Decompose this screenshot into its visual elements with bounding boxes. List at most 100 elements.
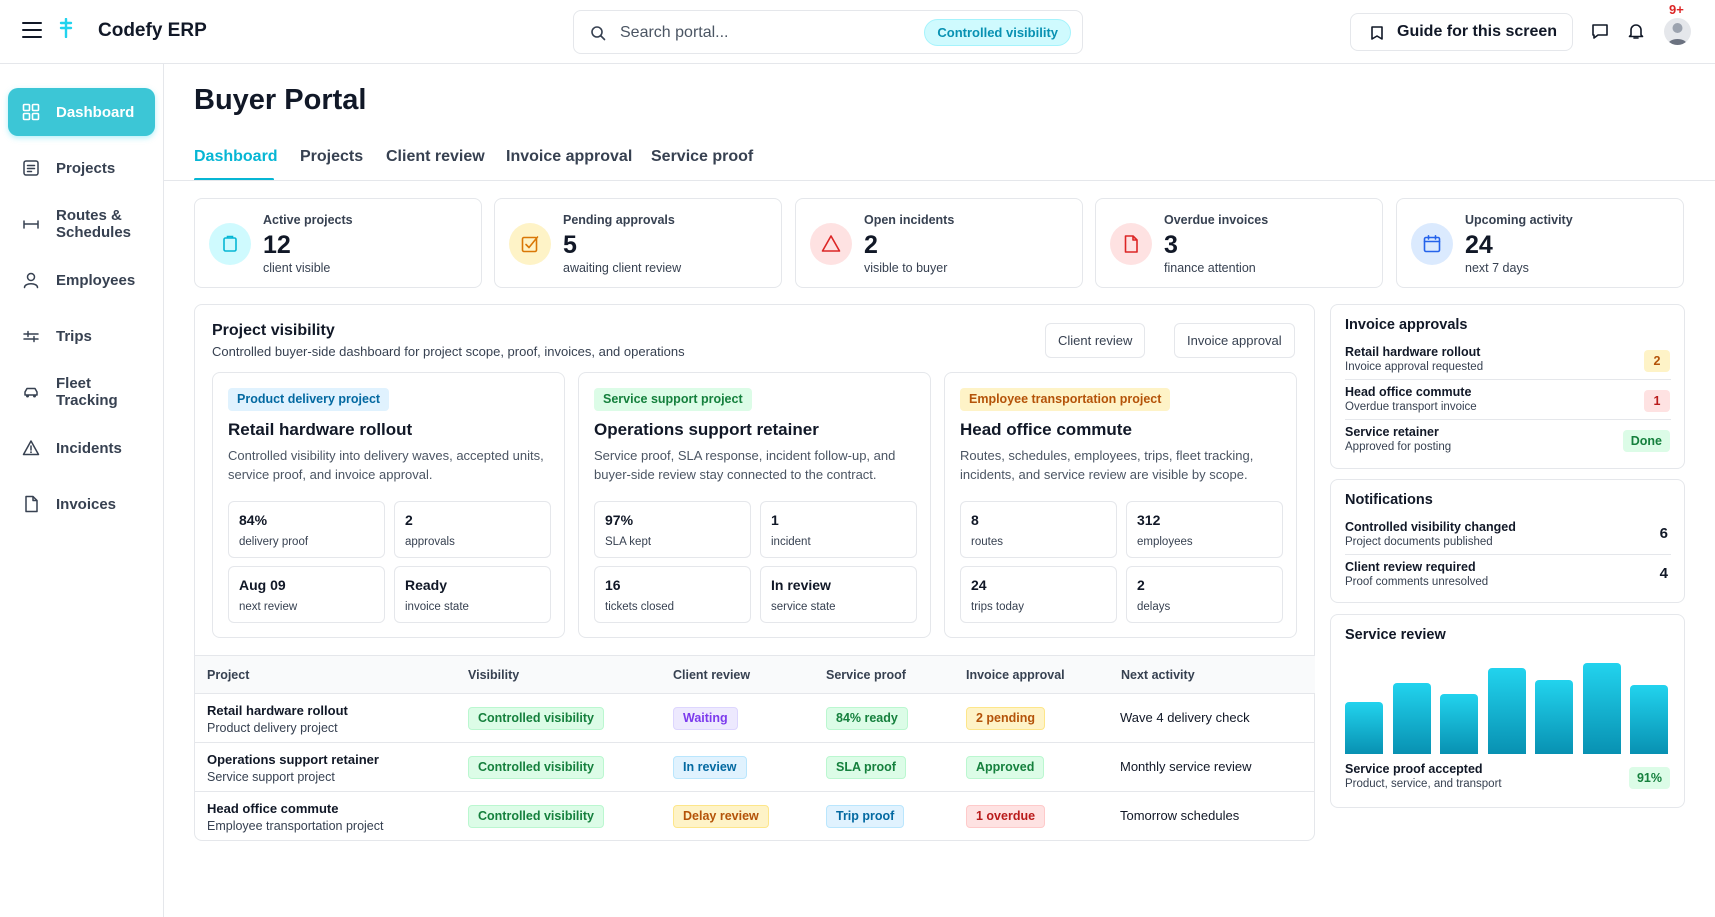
divider (1345, 554, 1671, 555)
project-card-description: Service proof, SLA response, incident fo… (594, 448, 896, 482)
user-icon (23, 272, 39, 289)
column-header: Invoice approval (966, 668, 1065, 682)
kpi-card-pending-approvals[interactable]: Pending approvals 5 awaiting client revi… (494, 198, 782, 288)
table-row[interactable]: Retail hardware rollout Product delivery… (195, 694, 1315, 743)
metric-label: approvals (405, 536, 455, 548)
visibility-badge: Controlled visibility (468, 756, 604, 779)
kpi-card-active-projects[interactable]: Active projects 12 client visible (194, 198, 482, 288)
metric-value: 24 (971, 577, 987, 593)
metric-tile: 2 approvals (394, 501, 551, 558)
project-type: Employee transportation project (207, 819, 384, 833)
sidebar-item-dashboard[interactable]: Dashboard (8, 88, 155, 136)
list-item[interactable]: Retail hardware rollout Invoice approval… (1345, 345, 1670, 385)
table-header: Project Visibility Client review Service… (195, 655, 1315, 694)
sidebar-item-trips[interactable]: Trips (8, 312, 155, 360)
metric-value: 8 (971, 512, 979, 528)
sidebar-item-label: Projects (56, 160, 116, 177)
chart-bar (1630, 685, 1668, 754)
kpi-card-upcoming-activity[interactable]: Upcoming activity 24 next 7 days (1396, 198, 1684, 288)
tab-invoice-approval[interactable]: Invoice approval (506, 148, 633, 165)
list-item[interactable]: Client review required Proof comments un… (1345, 560, 1670, 600)
item-name: Service retainer (1345, 425, 1439, 439)
metric-value: 2 (405, 512, 413, 528)
file-icon (1124, 235, 1138, 253)
list-item[interactable]: Service retainer Approved for posting Do… (1345, 425, 1670, 465)
project-card-operations[interactable]: Service support project Operations suppo… (578, 372, 931, 638)
kpi-icon-circle (209, 223, 251, 265)
client-review-badge: Waiting (673, 707, 738, 730)
sidebar-item-label: Incidents (56, 440, 122, 457)
sidebar-item-label: Routes & Schedules (56, 207, 132, 241)
kpi-label: Pending approvals (563, 213, 675, 227)
metric-value: Ready (405, 577, 448, 593)
sidebar-item-invoices[interactable]: Invoices (8, 480, 155, 528)
metric-label: routes (971, 536, 1003, 548)
book-icon (1371, 26, 1383, 40)
column-header: Service proof (826, 668, 906, 682)
panel-subtitle: Controlled buyer-side dashboard for proj… (212, 344, 685, 359)
app-title: Codefy ERP (98, 20, 207, 41)
search-input[interactable] (620, 21, 920, 45)
metric-value: Aug 09 (239, 577, 286, 593)
metric-value: 1 (771, 512, 779, 528)
kpi-card-overdue-invoices[interactable]: Overdue invoices 3 finance attention (1095, 198, 1383, 288)
guide-button-label: Guide for this screen (1397, 23, 1558, 40)
item-subtext: Proof comments unresolved (1345, 576, 1489, 588)
item-name: Head office commute (1345, 385, 1472, 399)
chart-bar (1535, 680, 1573, 754)
kpi-subtext: awaiting client review (563, 261, 682, 275)
avatar[interactable] (1664, 18, 1691, 45)
table-row[interactable]: Operations support retainer Service supp… (195, 743, 1315, 792)
count-badge: 2 (1644, 350, 1670, 372)
tab-dashboard[interactable]: Dashboard (194, 148, 278, 165)
project-type: Service support project (207, 770, 335, 784)
service-review-panel: Service review Service proof accepted Pr… (1330, 614, 1685, 808)
table-row[interactable]: Head office commute Employee transportat… (195, 792, 1315, 841)
visibility-badge: Controlled visibility (468, 805, 604, 828)
sidebar-item-routes[interactable]: Routes & Schedules (8, 200, 155, 248)
list-item[interactable]: Controlled visibility changed Project do… (1345, 520, 1670, 560)
project-card-retail[interactable]: Product delivery project Retail hardware… (212, 372, 565, 638)
sidebar-item-employees[interactable]: Employees (8, 256, 155, 304)
list-item[interactable]: Head office commute Overdue transport in… (1345, 385, 1670, 425)
invoice-approval-button[interactable]: Invoice approval (1174, 323, 1295, 358)
invoice-approval-badge: Approved (966, 756, 1045, 779)
tab-client-review[interactable]: Client review (386, 148, 485, 165)
item-subtext: Overdue transport invoice (1345, 401, 1477, 413)
metric-label: invoice state (405, 601, 469, 613)
sidebar-item-incidents[interactable]: Incidents (8, 424, 155, 472)
visibility-chip[interactable]: Controlled visibility (924, 19, 1071, 46)
chat-icon[interactable] (1591, 22, 1609, 40)
metric-value: 16 (605, 577, 621, 593)
kpi-icon-circle (1110, 223, 1152, 265)
project-card-commute[interactable]: Employee transportation project Head off… (944, 372, 1297, 638)
service-proof-badge: 84% ready (826, 707, 908, 730)
metric-tile: Ready invoice state (394, 566, 551, 623)
sidebar-item-fleet[interactable]: Fleet Tracking (8, 368, 155, 416)
metric-value: 84% (239, 512, 268, 528)
chart-bar (1392, 683, 1431, 754)
metric-label: incident (771, 536, 811, 548)
tab-projects[interactable]: Projects (300, 148, 364, 165)
search-box[interactable]: Controlled visibility (573, 10, 1083, 54)
panel-title: Project visibility (212, 322, 335, 339)
tab-service-proof[interactable]: Service proof (651, 148, 754, 165)
menu-icon[interactable] (22, 22, 42, 40)
guide-button[interactable]: Guide for this screen (1350, 13, 1573, 51)
notifications-panel: Notifications Controlled visibility chan… (1330, 479, 1685, 603)
sidebar-item-projects[interactable]: Projects (8, 144, 155, 192)
active-tab-indicator (194, 178, 274, 181)
client-review-badge: In review (673, 756, 747, 779)
kpi-value: 2 (864, 231, 878, 259)
summary-title: Service proof accepted (1345, 762, 1483, 776)
next-activity: Wave 4 delivery check (1120, 710, 1250, 725)
kpi-card-open-incidents[interactable]: Open incidents 2 visible to buyer (795, 198, 1083, 288)
metric-label: next review (239, 601, 298, 613)
bell-icon[interactable] (1627, 22, 1645, 40)
column-header: Next activity (1121, 668, 1195, 682)
metric-tile: 312 employees (1126, 501, 1283, 558)
client-review-button[interactable]: Client review (1045, 323, 1146, 358)
kpi-label: Upcoming activity (1465, 213, 1573, 227)
chart-bar (1487, 668, 1526, 754)
document-list-icon (23, 160, 39, 176)
